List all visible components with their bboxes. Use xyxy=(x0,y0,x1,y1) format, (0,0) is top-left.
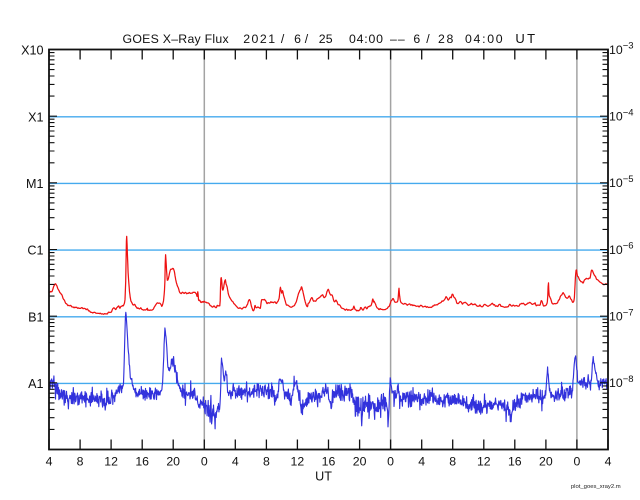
svg-text:12: 12 xyxy=(477,454,491,468)
svg-text:A1: A1 xyxy=(28,377,43,391)
svg-text:4: 4 xyxy=(232,454,239,468)
svg-text:8: 8 xyxy=(263,454,270,468)
svg-text:/: / xyxy=(426,32,430,46)
svg-text:C1: C1 xyxy=(27,244,43,258)
svg-text:4: 4 xyxy=(605,454,612,468)
svg-text:20: 20 xyxy=(353,454,367,468)
svg-text:04:00: 04:00 xyxy=(465,32,504,46)
svg-text:20: 20 xyxy=(539,454,553,468)
svg-text:8: 8 xyxy=(77,454,84,468)
svg-text:UT: UT xyxy=(515,31,537,46)
svg-text:/: / xyxy=(305,32,309,46)
svg-text:20: 20 xyxy=(166,454,180,468)
svg-text:GOES X–Ray Flux: GOES X–Ray Flux xyxy=(123,32,230,46)
svg-text:plot_goes_xray2.m: plot_goes_xray2.m xyxy=(571,484,621,490)
svg-text:X10: X10 xyxy=(21,44,43,58)
svg-text:––: –– xyxy=(390,32,406,46)
svg-text:04:00: 04:00 xyxy=(349,32,384,46)
svg-text:8: 8 xyxy=(449,454,456,468)
svg-text:16: 16 xyxy=(135,454,149,468)
svg-text:M1: M1 xyxy=(26,177,44,191)
svg-text:UT: UT xyxy=(315,469,332,483)
svg-text:0: 0 xyxy=(573,454,580,468)
svg-text:X1: X1 xyxy=(28,110,43,124)
svg-text:/: / xyxy=(281,32,285,46)
svg-text:25: 25 xyxy=(319,32,333,46)
svg-text:6: 6 xyxy=(294,32,301,46)
svg-text:16: 16 xyxy=(508,454,522,468)
svg-text:28: 28 xyxy=(438,32,455,46)
svg-text:12: 12 xyxy=(291,454,305,468)
svg-text:16: 16 xyxy=(322,454,336,468)
svg-text:6: 6 xyxy=(413,32,420,46)
svg-text:0: 0 xyxy=(201,454,208,468)
svg-text:12: 12 xyxy=(104,454,118,468)
svg-text:B1: B1 xyxy=(28,310,43,324)
svg-text:2021: 2021 xyxy=(243,32,276,46)
svg-text:4: 4 xyxy=(46,454,53,468)
svg-text:4: 4 xyxy=(418,454,425,468)
svg-text:0: 0 xyxy=(387,454,394,468)
